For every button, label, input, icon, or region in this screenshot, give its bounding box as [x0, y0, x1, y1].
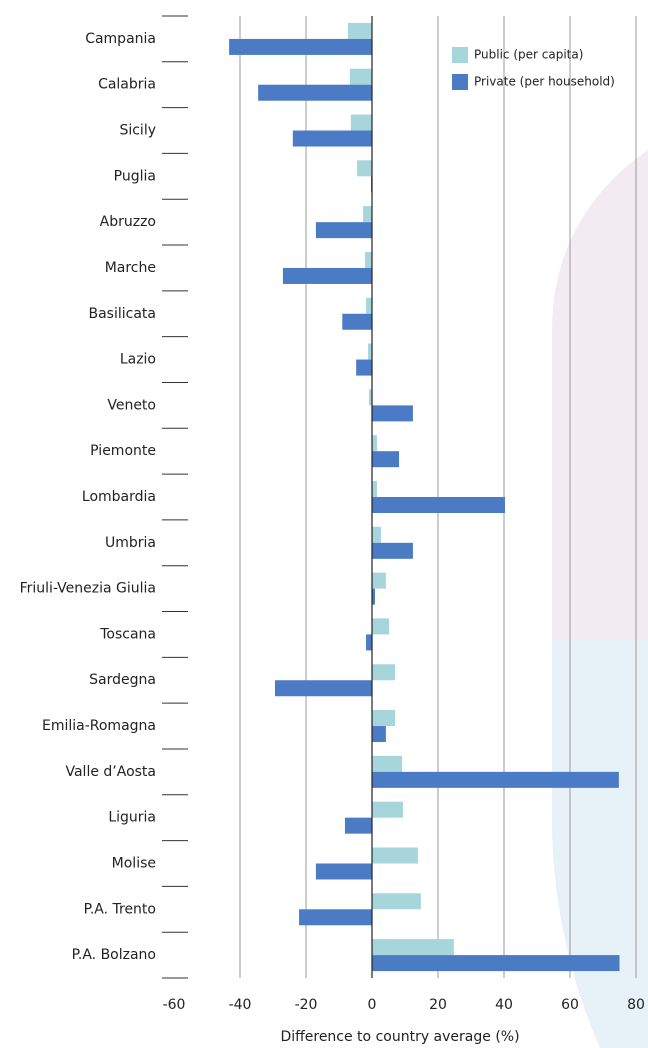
- y-tick-label: Molise: [112, 855, 156, 871]
- bar: [356, 359, 372, 376]
- bar: [363, 206, 372, 223]
- y-tick-label: Sardegna: [89, 672, 156, 688]
- y-tick-label: Liguria: [108, 810, 156, 826]
- x-axis-title: Difference to country average (%): [280, 1029, 519, 1045]
- bar: [372, 893, 421, 910]
- bar: [347, 22, 372, 39]
- y-tick-label: Umbria: [105, 535, 156, 551]
- bar: [372, 939, 454, 956]
- legend-label: Public (per capita): [474, 48, 583, 62]
- x-tick-label: 60: [561, 997, 579, 1013]
- bar: [372, 451, 400, 468]
- bar: [372, 801, 404, 818]
- y-tick-label: Veneto: [107, 397, 156, 413]
- bar: [372, 588, 375, 605]
- x-tick-label: -40: [229, 997, 252, 1013]
- y-tick-label: Piemonte: [90, 443, 156, 459]
- legend-swatch: [452, 74, 468, 90]
- bar: [282, 267, 372, 284]
- y-tick-label: Basilicata: [89, 306, 157, 322]
- bar: [366, 297, 372, 314]
- bar: [369, 389, 372, 406]
- y-tick-label: Lombardia: [82, 489, 156, 505]
- background-shape: [552, 640, 648, 1048]
- y-tick-label: P.A. Trento: [84, 901, 156, 917]
- x-tick-label: 0: [368, 997, 377, 1013]
- legend-swatch: [452, 47, 468, 63]
- y-tick-label: Marche: [105, 260, 156, 276]
- bar: [372, 618, 390, 635]
- y-tick-label: Calabria: [98, 77, 156, 93]
- bar: [229, 38, 372, 55]
- bar: [366, 634, 372, 651]
- bar: [372, 755, 403, 772]
- bar: [315, 222, 372, 239]
- y-tick-label: Emilia-Romagna: [42, 718, 156, 734]
- y-tick-label: Toscana: [99, 626, 156, 642]
- y-tick-label: Sicily: [119, 123, 156, 139]
- x-tick-label: -60: [163, 997, 186, 1013]
- bar: [365, 251, 372, 268]
- y-tick-label: Campania: [85, 31, 156, 47]
- bar: [342, 313, 372, 330]
- legend-label: Private (per household): [474, 75, 615, 89]
- bar: [372, 726, 386, 743]
- bar: [315, 863, 372, 880]
- bar: [372, 572, 386, 589]
- bar: [372, 710, 396, 727]
- y-tick-label: Puglia: [114, 168, 156, 184]
- y-tick-label: P.A. Bolzano: [72, 947, 156, 963]
- bar: [372, 664, 396, 681]
- bar: [372, 435, 377, 452]
- bar: [299, 909, 372, 926]
- bar: [372, 481, 377, 497]
- bar: [372, 847, 418, 864]
- bar: [258, 84, 372, 101]
- bar: [350, 114, 372, 131]
- y-tick-label: Abruzzo: [100, 214, 156, 230]
- x-tick-label: 40: [495, 997, 513, 1013]
- bar: [368, 343, 372, 360]
- x-tick-label: 20: [429, 997, 447, 1013]
- background-shape: [552, 150, 648, 640]
- bar: [357, 160, 372, 177]
- y-tick-label: Valle d’Aosta: [65, 764, 156, 780]
- bar: [372, 497, 505, 513]
- bar: [274, 680, 372, 697]
- y-tick-label: Lazio: [120, 352, 156, 368]
- bar: [292, 130, 372, 147]
- bar: [349, 68, 372, 85]
- x-tick-label: -20: [295, 997, 318, 1013]
- bar: [372, 771, 619, 788]
- bar: [344, 817, 372, 834]
- bar: [372, 526, 381, 543]
- bar: [372, 405, 413, 422]
- bar: [372, 542, 413, 559]
- y-tick-label: Friuli-Venezia Giulia: [20, 581, 156, 597]
- bar: [372, 955, 620, 972]
- x-tick-label: 80: [627, 997, 645, 1013]
